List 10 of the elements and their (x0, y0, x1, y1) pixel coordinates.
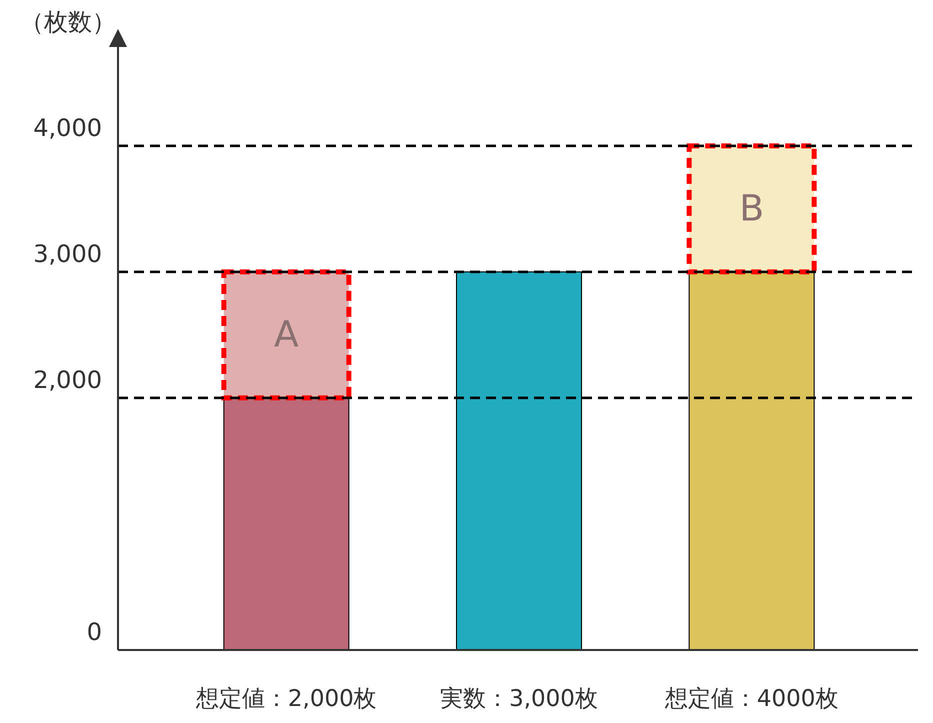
x-tick-label: 想定値：2,000枚 (194, 686, 377, 712)
y-tick-label: 2,000 (33, 366, 102, 394)
x-tick-label: 実数：3,000枚 (440, 686, 598, 712)
y-tick-label: 3,000 (33, 240, 102, 268)
series-label: B (739, 188, 764, 230)
series-label: A (274, 314, 300, 356)
y-axis-title: （枚数） (20, 8, 116, 36)
x-tick-label: 想定値：4000枚 (664, 686, 838, 712)
y-tick-label: 0 (86, 618, 102, 646)
y-tick-label: 4,000 (33, 114, 102, 142)
